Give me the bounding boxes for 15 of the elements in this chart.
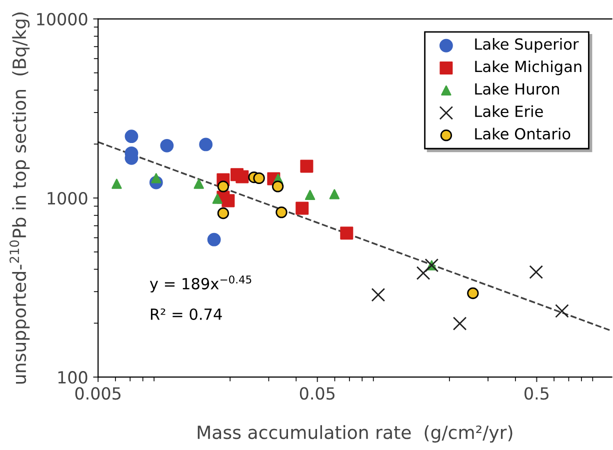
annotation: y = 189x$^{−0.45}$ [150,275,252,292]
y-tick-label: 10000 [37,12,88,26]
x-axis-title: Mass accumulation rate (g/cm²/yr) [198,425,512,443]
legend-label: Lake Erie [475,105,543,118]
y-tick-label: 100 [58,371,88,384]
legend-label: Lake Huron [475,82,559,95]
legend-label: Lake Superior [475,38,579,53]
y-tick-label: 1000 [48,192,88,205]
x-tick-label: 0.5 [524,387,548,400]
annotation: R² = 0.74 [150,308,222,320]
legend-label: Lake Michigan [475,60,582,76]
legend-label: Lake Ontario [475,128,570,140]
y-axis-title: unsupported-$^{210}$Pb in top section (Bq/kg) [10,12,30,384]
x-tick-label: 0.05 [300,387,334,400]
x-tick-label: 0.005 [75,387,120,400]
